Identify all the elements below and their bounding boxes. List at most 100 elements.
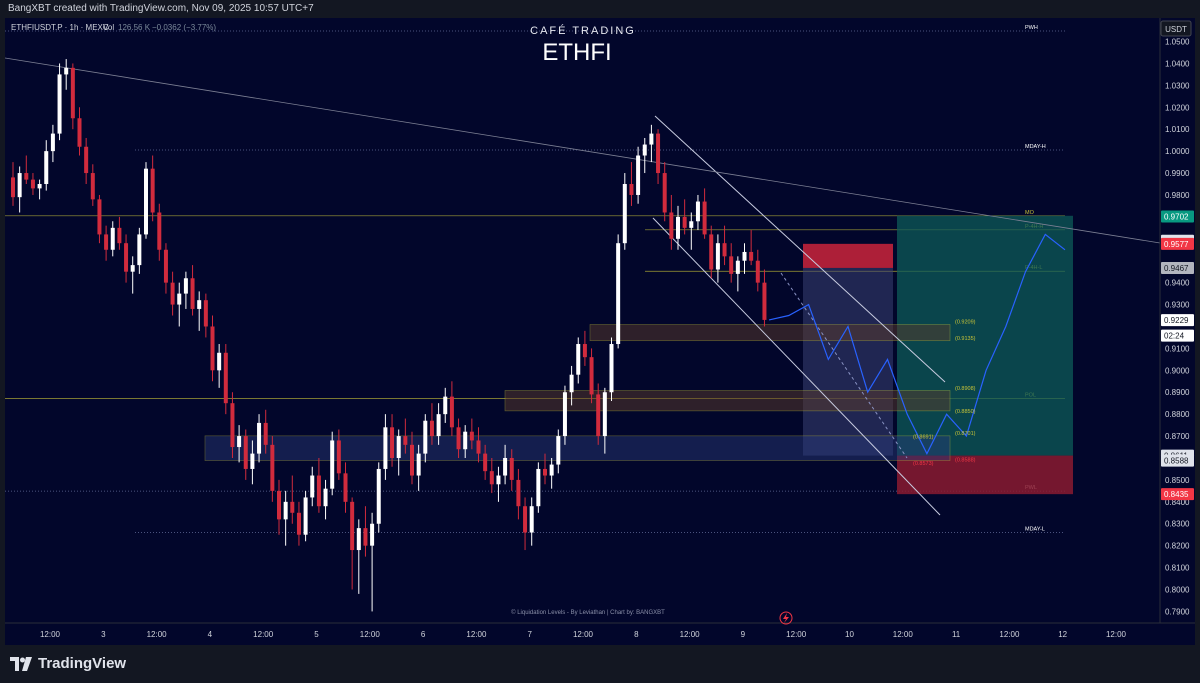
demand-zone-3 [204,435,951,461]
candle-body [190,278,195,309]
vol-value: 126.56 K [118,23,151,32]
candle-body [676,216,680,239]
candle-body [110,227,115,250]
candle-body [383,427,388,469]
price-tag [1161,210,1194,223]
candle-body [749,251,754,261]
price-tag [1161,454,1194,467]
candle-body [370,523,375,546]
candle-body [30,179,35,189]
candle-body [689,221,694,228]
candle-body [157,212,162,250]
candle-body [350,501,355,551]
candle-body [489,471,494,485]
candle-body [476,440,481,454]
x-tick-label: 10 [845,630,854,639]
candle-body [283,501,288,520]
zone-label: (0.9209) [955,320,976,326]
y-tick-label: 0.7900 [1165,607,1190,616]
candle-body [137,234,142,266]
candle-body [396,436,401,458]
level-label: MDAY-L [1025,527,1045,533]
candle-body [762,282,767,320]
projection-dashed-path [780,272,908,459]
candle-body [150,168,155,213]
candle-body [496,475,501,485]
y-tick-label: 0.8100 [1165,564,1190,573]
candle-body [669,212,674,239]
candle-body [257,422,262,454]
candle-body [735,260,740,274]
y-tick-label: 0.9100 [1165,344,1190,353]
candle-body [17,173,22,198]
x-tick-label: 8 [634,630,639,639]
footer-note: © Liquidation Levels - By Leviathan | Ch… [511,609,665,616]
candle-body [722,243,727,257]
price-tag-label: 0.9229 [1164,316,1189,325]
lightning-icon[interactable] [779,611,793,625]
price-tag-label: 0.9577 [1164,240,1189,249]
candle-body [70,67,75,119]
y-tick-label: 0.8500 [1165,476,1190,485]
candle-body [323,488,328,507]
x-tick-label: 12:00 [893,630,914,639]
candle-body [64,67,69,75]
candle-body [456,427,461,450]
credit-text: BangXBT created with TradingView.com, No… [8,3,314,14]
x-tick-label: 4 [208,630,213,639]
candle-body [243,436,248,469]
candle-body [429,420,434,437]
candle-body [609,344,614,393]
price-tag [1161,329,1194,342]
level-label: MO [1025,210,1035,216]
candle-body [104,234,109,250]
candle-body [649,133,654,145]
candle-body [390,427,395,458]
candle-body [316,475,321,507]
candle-body [263,422,268,445]
candle-body [144,168,148,235]
zone-label: (0.8588) [955,458,976,464]
price-tag [1161,488,1194,501]
candle-body [356,528,361,551]
candle-body [423,420,428,454]
x-tick-label: 6 [421,630,426,639]
y-tick-label: 0.8900 [1165,388,1190,397]
y-tick-label: 0.9000 [1165,366,1190,375]
candle-body [569,374,574,393]
candle-body [277,490,281,520]
candle-body [642,144,647,156]
y-tick-label: 0.8400 [1165,498,1190,507]
candle-body [629,184,634,195]
candle-body [536,468,541,507]
candle-body [709,234,714,270]
change-value: −0.0362 (−3.77%) [152,23,216,32]
candle-body [449,396,454,428]
y-tick-label: 0.8700 [1165,432,1190,441]
y-tick-label: 0.8200 [1165,542,1190,551]
candle-body [729,256,734,274]
price-tag-label: 0.9702 [1164,212,1189,221]
price-tag-label: 02:24 [1164,332,1185,341]
candle-body [436,414,441,437]
candle-body [656,133,661,174]
candle-body [303,497,308,535]
candle-body [516,479,521,507]
candle-body [250,453,255,469]
zone-label: (0.8908) [955,386,976,392]
candle-body [163,249,168,283]
y-tick-label: 1.0500 [1165,38,1190,47]
time-axis[interactable]: 12:00 3 12:00 4 12:00 5 12:00 6 12:00 7 12:00 8 12:0… [40,630,1127,639]
y-tick-label: 1.0000 [1165,147,1190,156]
candle-body [562,392,567,437]
candle-body [682,216,687,228]
x-tick-label: 12:00 [40,630,61,639]
currency-badge[interactable] [1160,20,1192,37]
candle-body [509,457,514,480]
candle-body [183,278,188,294]
price-tag [1161,237,1194,250]
candle-body [582,344,587,358]
candle-body [636,155,641,195]
candle-body [556,436,561,465]
